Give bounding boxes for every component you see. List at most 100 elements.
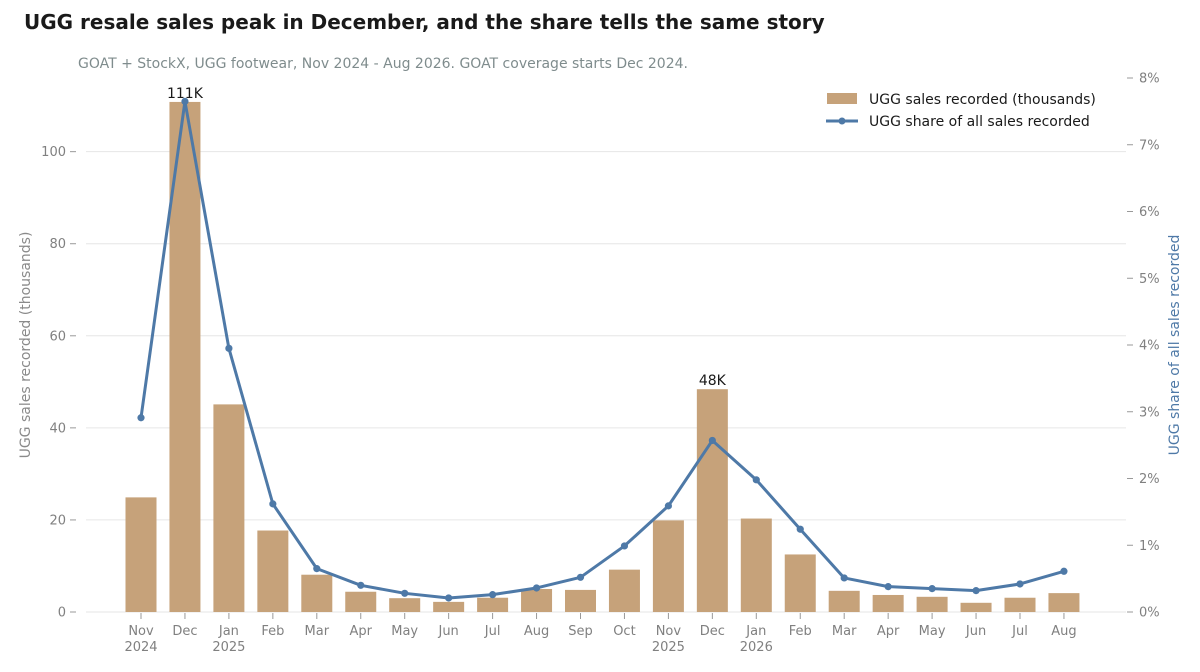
x-tick-label: Mar xyxy=(305,624,330,639)
bar xyxy=(828,590,860,612)
bar xyxy=(960,602,992,612)
bar xyxy=(345,591,377,612)
x-tick-label: Jun xyxy=(437,624,458,639)
bar-series xyxy=(125,101,1080,612)
bar-value-label: 111K xyxy=(167,86,204,102)
bar xyxy=(125,497,157,612)
data-labels: 111K 48K xyxy=(167,86,727,389)
bar xyxy=(565,589,596,612)
x-tick-label: Oct xyxy=(613,624,635,639)
x-tick-label: Jun xyxy=(965,624,986,639)
bar xyxy=(433,601,465,612)
left-axis-label: UGG sales recorded (thousands) xyxy=(18,232,34,459)
x-year-label: 2025 xyxy=(212,640,245,655)
bar xyxy=(1048,593,1080,612)
share-point xyxy=(532,584,541,592)
x-tick-label: Nov xyxy=(656,624,682,639)
right-axis: 0% 1% 2% 3% 4% 5% 6% 7% 8% xyxy=(1127,72,1160,621)
x-year-label: 2026 xyxy=(740,640,773,655)
line-series xyxy=(137,97,1068,602)
share-point xyxy=(708,436,716,445)
share-point xyxy=(664,502,673,510)
x-tick-label: Sep xyxy=(568,624,593,639)
x-tick-label: Aug xyxy=(1051,624,1076,639)
chart-subtitle: GOAT + StockX, UGG footwear, Nov 2024 - … xyxy=(78,56,688,72)
right-tick-label: 1% xyxy=(1139,539,1160,554)
x-tick-label: Aug xyxy=(524,624,549,639)
bar xyxy=(740,518,772,612)
x-tick-label: Jul xyxy=(1011,624,1028,639)
left-tick-label: 80 xyxy=(49,237,66,252)
x-tick-label: Nov xyxy=(128,624,154,639)
x-year-label: 2024 xyxy=(124,640,157,655)
share-point xyxy=(928,585,936,593)
left-tick-label: 0 xyxy=(58,606,66,621)
bar-value-label: 48K xyxy=(699,373,727,389)
right-tick-label: 0% xyxy=(1139,606,1160,621)
bar xyxy=(477,597,509,612)
bar xyxy=(169,101,201,612)
x-tick-label: Apr xyxy=(350,624,373,639)
left-tick-label: 60 xyxy=(49,329,66,344)
share-point xyxy=(840,574,848,582)
right-tick-label: 3% xyxy=(1139,405,1160,420)
share-point xyxy=(576,573,585,581)
bar xyxy=(916,596,948,612)
x-year-label: 2025 xyxy=(652,640,685,655)
right-tick-label: 6% xyxy=(1139,205,1160,220)
share-point xyxy=(1016,580,1024,588)
bar xyxy=(696,389,728,612)
right-tick-label: 2% xyxy=(1139,472,1160,487)
x-tick-label: Feb xyxy=(261,624,284,639)
share-point xyxy=(181,97,189,105)
x-tick-label: May xyxy=(919,624,946,639)
share-point xyxy=(972,587,980,595)
share-point xyxy=(225,344,233,352)
right-tick-label: 4% xyxy=(1139,339,1160,354)
x-tick-label: Mar xyxy=(832,624,857,639)
x-tick-label: Jan xyxy=(218,624,239,639)
left-tick-label: 40 xyxy=(49,421,66,436)
bar xyxy=(608,569,640,612)
x-tick-label: Dec xyxy=(700,624,725,639)
gridlines xyxy=(86,151,1126,613)
share-point xyxy=(1060,567,1068,575)
bar xyxy=(784,554,816,612)
bar xyxy=(257,530,289,612)
right-tick-label: 8% xyxy=(1139,72,1160,87)
bar xyxy=(1004,597,1036,612)
share-line xyxy=(139,99,1065,600)
x-tick-label: Dec xyxy=(172,624,197,639)
bar xyxy=(872,594,904,612)
legend-line-marker xyxy=(838,117,846,125)
x-tick-label: May xyxy=(391,624,418,639)
share-point xyxy=(752,476,760,484)
left-tick-label: 20 xyxy=(49,513,66,528)
legend-line-label: UGG share of all sales recorded xyxy=(869,114,1090,130)
legend-bar-swatch xyxy=(827,93,857,104)
bar xyxy=(213,404,245,612)
bar xyxy=(652,520,684,612)
share-point xyxy=(489,591,497,599)
share-point xyxy=(357,581,365,589)
x-tick-label: Feb xyxy=(789,624,812,639)
right-tick-label: 5% xyxy=(1139,272,1160,287)
share-point xyxy=(313,565,321,573)
share-point xyxy=(884,583,892,591)
right-tick-label: 7% xyxy=(1139,138,1160,153)
legend-bar-label: UGG sales recorded (thousands) xyxy=(869,92,1096,108)
bar xyxy=(521,588,553,612)
share-point xyxy=(269,500,277,508)
share-point xyxy=(401,589,409,597)
share-point xyxy=(445,594,453,602)
bar xyxy=(389,598,421,612)
right-axis-label: UGG share of all sales recorded xyxy=(1167,235,1183,456)
chart-title: UGG resale sales peak in December, and t… xyxy=(24,10,825,34)
x-tick-label: Jul xyxy=(484,624,501,639)
left-axis: 0 20 40 60 80 100 xyxy=(41,145,76,621)
bar xyxy=(301,574,333,612)
share-point xyxy=(620,542,629,550)
left-tick-label: 100 xyxy=(41,145,66,160)
